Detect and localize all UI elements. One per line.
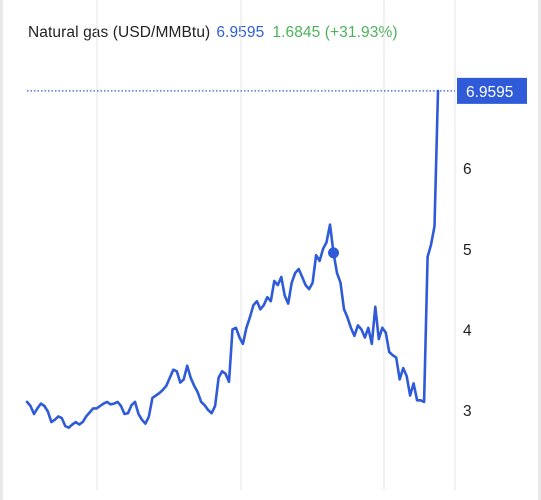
y-tick-label-6: 6 [463,161,472,178]
hover-marker [328,247,339,258]
y-tick-label-4: 4 [463,322,472,339]
y-tick-label-5: 5 [463,242,472,259]
price-tag-label: 6.9595 [466,84,513,101]
series-line [27,91,438,428]
y-tick-label-3: 3 [463,403,472,420]
